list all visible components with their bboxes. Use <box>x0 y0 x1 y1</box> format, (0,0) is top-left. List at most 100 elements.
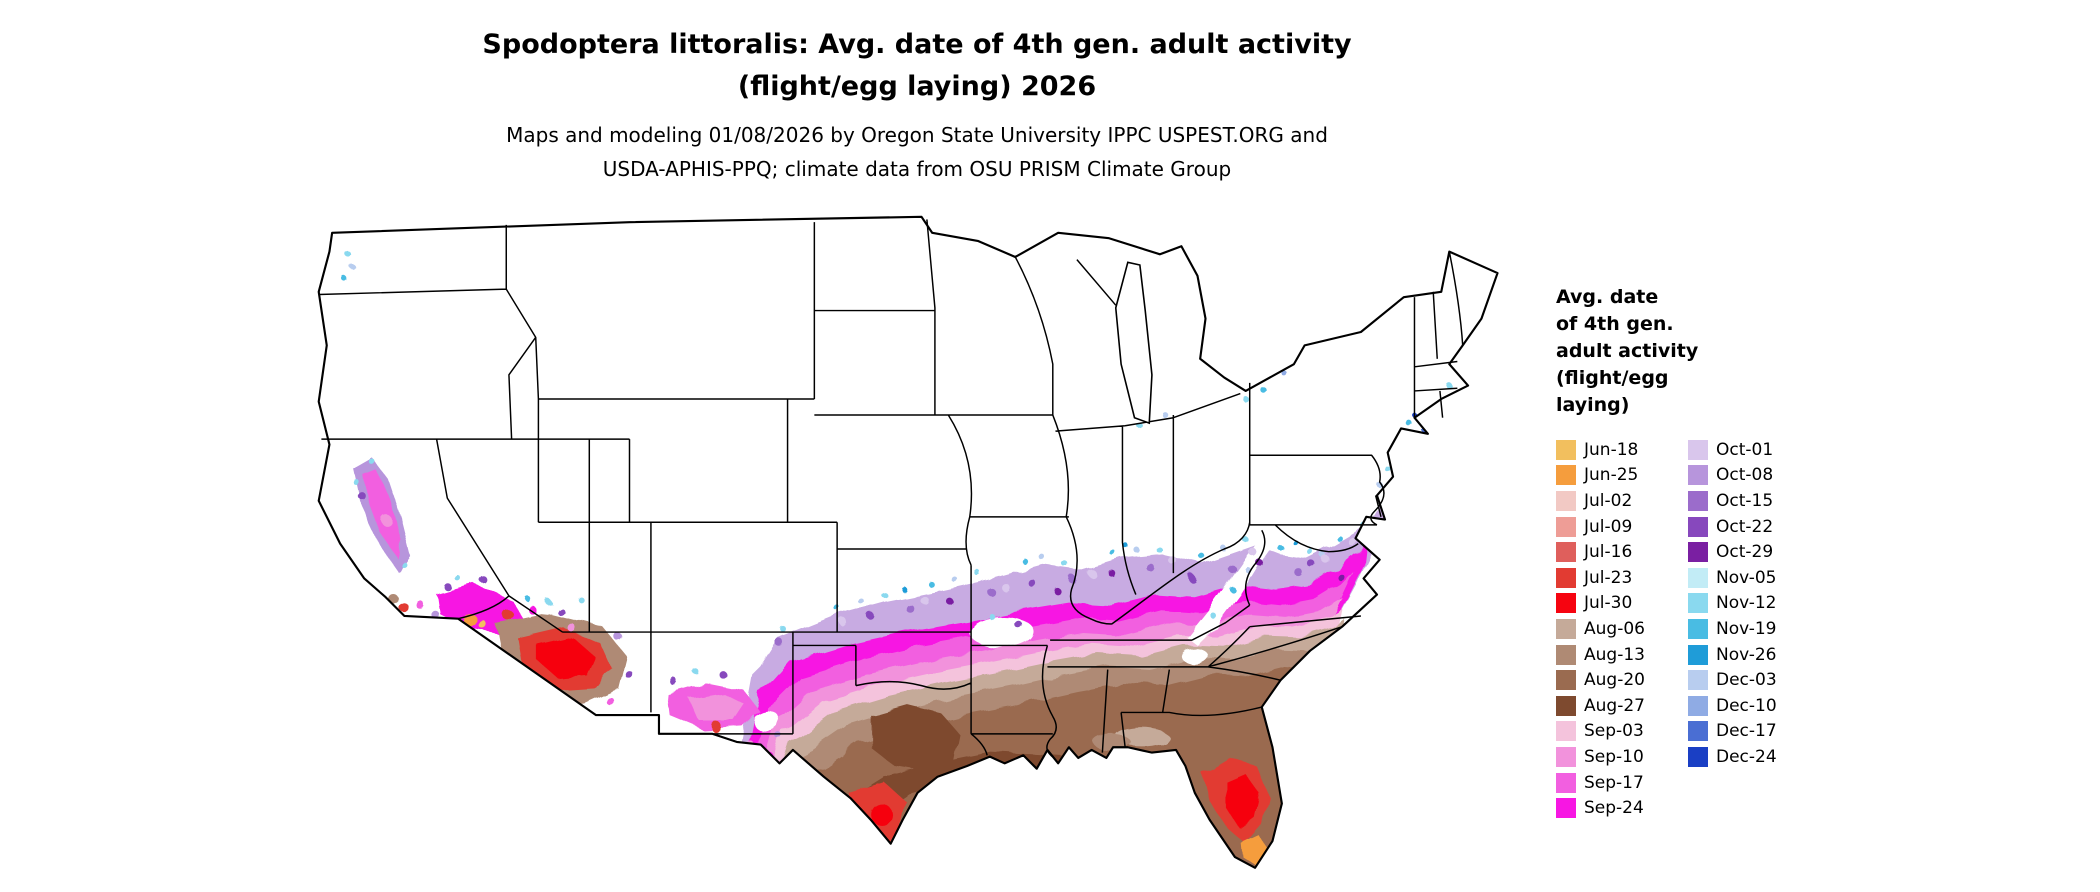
legend-swatch <box>1688 721 1708 742</box>
legend-item: Sep-17 <box>1556 770 1688 796</box>
legend-item: Aug-13 <box>1556 642 1688 668</box>
legend-title-line: of 4th gen. <box>1556 313 1674 335</box>
legend-item-label: Oct-15 <box>1716 490 1774 511</box>
legend-item-label: Oct-22 <box>1716 516 1774 537</box>
us-map-svg <box>317 215 1499 869</box>
page-title-line2: (flight/egg laying) 2026 <box>737 71 1097 102</box>
legend-item: Jun-25 <box>1556 463 1688 489</box>
legend-item-label: Sep-17 <box>1584 772 1644 793</box>
legend-item: Jul-30 <box>1556 591 1688 617</box>
legend-item-label: Sep-24 <box>1584 798 1644 819</box>
legend-item: Aug-20 <box>1556 667 1688 693</box>
legend-column-2: Oct-01 Oct-08 Oct-15 Oct-22 Oct-29 Nov-05 Nov-… <box>1688 437 1820 821</box>
legend-item: Oct-22 <box>1688 514 1820 540</box>
legend-item: Aug-06 <box>1556 616 1688 642</box>
legend-swatch <box>1688 490 1708 511</box>
legend-item-label: Oct-01 <box>1716 439 1774 460</box>
legend-item-label: Dec-10 <box>1716 695 1777 716</box>
legend-item: Sep-24 <box>1556 795 1688 821</box>
legend-swatch <box>1688 644 1708 665</box>
legend: Avg. date of 4th gen. adult activity (fl… <box>1556 284 1936 821</box>
legend-swatch <box>1688 465 1708 486</box>
legend-item: Sep-10 <box>1556 744 1688 770</box>
legend-item-label: Dec-03 <box>1716 670 1777 691</box>
page-title: Spodoptera littoralis: Avg. date of 4th … <box>0 24 1834 108</box>
legend-title: Avg. date of 4th gen. adult activity (fl… <box>1556 284 1936 419</box>
legend-item: Aug-27 <box>1556 693 1688 719</box>
legend-swatch <box>1556 772 1576 793</box>
legend-item-label: Oct-08 <box>1716 465 1774 486</box>
legend-item: Oct-29 <box>1688 539 1820 565</box>
legend-item-label: Nov-19 <box>1716 618 1777 639</box>
legend-item-label: Aug-27 <box>1584 695 1645 716</box>
legend-swatch <box>1556 618 1576 639</box>
legend-item: Sep-03 <box>1556 719 1688 745</box>
legend-item-label: Dec-17 <box>1716 721 1777 742</box>
legend-item-label: Oct-29 <box>1716 542 1774 563</box>
legend-swatch <box>1688 567 1708 588</box>
legend-swatch <box>1556 670 1576 691</box>
legend-swatch <box>1556 798 1576 819</box>
legend-item-label: Jul-09 <box>1584 516 1633 537</box>
legend-item: Oct-08 <box>1688 463 1820 489</box>
legend-item: Nov-19 <box>1688 616 1820 642</box>
legend-item-label: Jul-02 <box>1584 490 1633 511</box>
legend-item: Jul-02 <box>1556 488 1688 514</box>
legend-item-label: Aug-06 <box>1584 618 1645 639</box>
legend-item: Oct-15 <box>1688 488 1820 514</box>
legend-title-line: (flight/egg <box>1556 367 1669 389</box>
legend-item-label: Nov-05 <box>1716 567 1777 588</box>
legend-swatch <box>1688 618 1708 639</box>
legend-item: Dec-24 <box>1688 744 1820 770</box>
legend-item: Nov-05 <box>1688 565 1820 591</box>
legend-swatch <box>1556 644 1576 665</box>
legend-item-label: Jul-16 <box>1584 542 1633 563</box>
legend-swatch <box>1556 695 1576 716</box>
legend-item: Nov-26 <box>1688 642 1820 668</box>
page-subtitle: Maps and modeling 01/08/2026 by Oregon S… <box>0 118 1834 186</box>
legend-swatch <box>1556 439 1576 460</box>
legend-swatch <box>1556 542 1576 563</box>
legend-swatch <box>1688 542 1708 563</box>
legend-swatch <box>1556 465 1576 486</box>
us-map <box>308 214 1527 884</box>
legend-swatch <box>1556 721 1576 742</box>
legend-item: Dec-03 <box>1688 667 1820 693</box>
page-title-line1: Spodoptera littoralis: Avg. date of 4th … <box>482 29 1352 60</box>
legend-swatch <box>1688 746 1708 767</box>
legend-item-label: Sep-03 <box>1584 721 1644 742</box>
legend-swatch <box>1688 593 1708 614</box>
legend-title-line: adult activity <box>1556 340 1699 362</box>
legend-item-label: Jun-18 <box>1584 439 1639 460</box>
legend-item-label: Jul-30 <box>1584 593 1633 614</box>
legend-item-label: Dec-24 <box>1716 746 1777 767</box>
legend-item-label: Nov-26 <box>1716 644 1777 665</box>
legend-item: Jul-23 <box>1556 565 1688 591</box>
legend-swatch <box>1556 516 1576 537</box>
legend-swatch <box>1688 439 1708 460</box>
legend-item-label: Jun-25 <box>1584 465 1639 486</box>
legend-swatch <box>1556 490 1576 511</box>
legend-item: Jul-09 <box>1556 514 1688 540</box>
lake-michigan <box>1114 261 1153 425</box>
legend-item-label: Jul-23 <box>1584 567 1633 588</box>
legend-title-line: Avg. date <box>1556 286 1659 308</box>
legend-swatch <box>1688 516 1708 537</box>
legend-item-label: Aug-20 <box>1584 670 1645 691</box>
page-subtitle-line1: Maps and modeling 01/08/2026 by Oregon S… <box>506 123 1328 147</box>
legend-swatch <box>1556 593 1576 614</box>
page-subtitle-line2: USDA-APHIS-PPQ; climate data from OSU PR… <box>602 157 1232 181</box>
legend-item-label: Nov-12 <box>1716 593 1777 614</box>
legend-item-label: Sep-10 <box>1584 746 1644 767</box>
legend-swatch <box>1556 746 1576 767</box>
legend-item: Jul-16 <box>1556 539 1688 565</box>
legend-swatch <box>1688 695 1708 716</box>
state-borders <box>318 219 1464 759</box>
legend-item: Jun-18 <box>1556 437 1688 463</box>
legend-item: Dec-17 <box>1688 719 1820 745</box>
legend-item-label: Aug-13 <box>1584 644 1645 665</box>
us-outline <box>317 215 1499 869</box>
legend-column-1: Jun-18 Jun-25 Jul-02 Jul-09 Jul-16 Jul-23 Jul-… <box>1556 437 1688 821</box>
legend-columns: Jun-18 Jun-25 Jul-02 Jul-09 Jul-16 Jul-23 Jul-… <box>1556 437 1936 821</box>
legend-item: Nov-12 <box>1688 591 1820 617</box>
